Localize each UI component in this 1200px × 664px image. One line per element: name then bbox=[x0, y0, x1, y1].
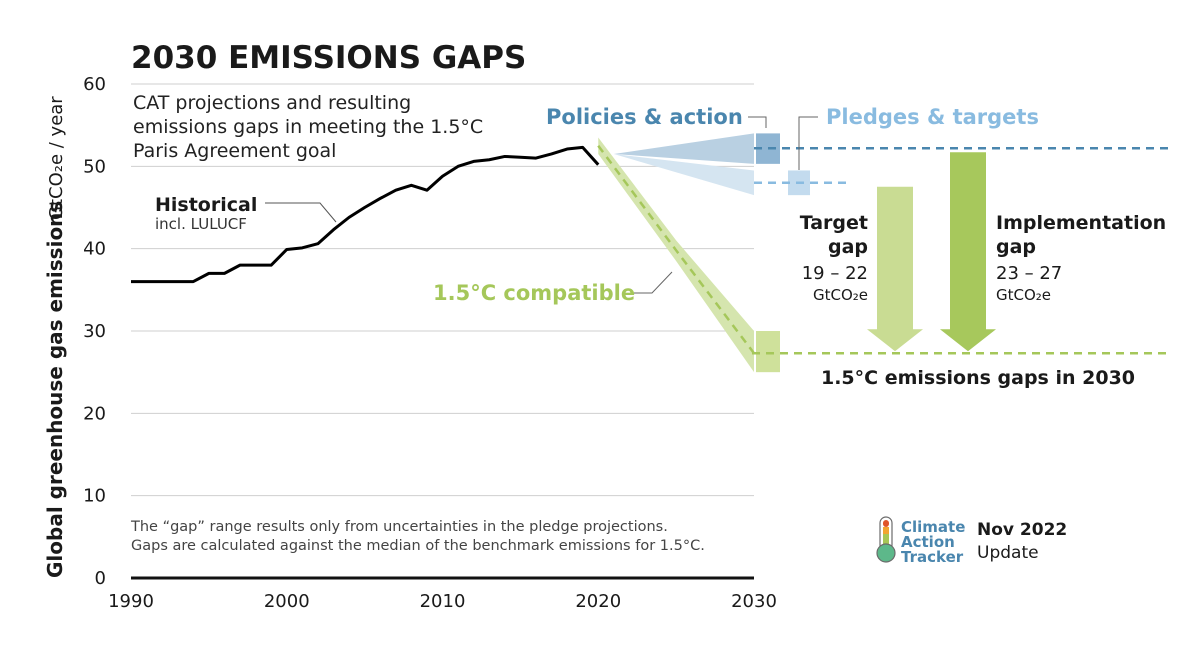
pledges-leader-line bbox=[798, 116, 818, 170]
grid-lines bbox=[131, 83, 754, 580]
y-tick-30: 30 bbox=[83, 321, 106, 342]
footnote-line-2: Gaps are calculated against the median o… bbox=[131, 538, 705, 554]
logo-line-2: Action bbox=[901, 533, 955, 551]
pledges-label: Pledges & targets bbox=[826, 105, 1039, 129]
compatible-leader-line bbox=[634, 271, 673, 294]
thermometer-icon bbox=[876, 516, 896, 563]
target-gap-label-2: gap bbox=[828, 236, 868, 258]
subtitle-line-1: CAT projections and resulting bbox=[133, 92, 411, 114]
logo-line-1: Climate bbox=[901, 518, 965, 536]
policies-label: Policies & action bbox=[546, 105, 743, 129]
target-gap-range: 19 – 22 bbox=[802, 263, 868, 284]
gap-arrows bbox=[867, 152, 996, 352]
historical-leader-line bbox=[265, 202, 337, 223]
x-tick-2010: 2010 bbox=[420, 591, 466, 612]
y-tick-0: 0 bbox=[95, 568, 106, 589]
implementation-gap-label-2: gap bbox=[996, 236, 1036, 258]
pledges-band bbox=[613, 153, 754, 196]
subtitle-line-2: emissions gaps in meeting the 1.5°C bbox=[133, 116, 483, 138]
historical-label: Historical bbox=[155, 194, 257, 216]
target-gap-unit: GtCO₂e bbox=[813, 286, 868, 304]
historical-sublabel: incl. LULUCF bbox=[155, 215, 247, 233]
update-label: Update bbox=[977, 543, 1039, 563]
y-axis-unit: GtCO₂e / year bbox=[46, 96, 67, 220]
subtitle-line-3: Paris Agreement goal bbox=[133, 140, 336, 162]
x-tick-2030: 2030 bbox=[731, 591, 777, 612]
y-tick-10: 10 bbox=[83, 486, 106, 507]
policies-leader-line bbox=[748, 116, 767, 128]
update-date: Nov 2022 bbox=[977, 520, 1067, 540]
footnote-line-1: The “gap” range results only from uncert… bbox=[130, 519, 668, 535]
implementation-gap-arrow bbox=[940, 152, 996, 352]
climate-action-tracker-logo: Climate Action Tracker bbox=[876, 516, 965, 566]
compatible-label: 1.5°C compatible bbox=[433, 281, 635, 305]
x-tick-1990: 1990 bbox=[108, 591, 154, 612]
policies-band bbox=[613, 133, 754, 164]
chart-title: 2030 EMISSIONS GAPS bbox=[131, 40, 526, 76]
x-tick-2020: 2020 bbox=[575, 591, 621, 612]
target-gap-label-1: Target bbox=[800, 212, 868, 234]
compatible-range-marker bbox=[756, 331, 780, 373]
target-gap-arrow bbox=[867, 186, 923, 352]
logo-line-3: Tracker bbox=[901, 548, 964, 566]
y-tick-60: 60 bbox=[83, 74, 106, 95]
gap-caption: 1.5°C emissions gaps in 2030 bbox=[821, 367, 1135, 389]
y-tick-50: 50 bbox=[83, 156, 106, 177]
y-tick-40: 40 bbox=[83, 239, 106, 260]
series-lines bbox=[131, 145, 1172, 355]
x-tick-2000: 2000 bbox=[264, 591, 310, 612]
implementation-gap-unit: GtCO₂e bbox=[996, 286, 1051, 304]
implementation-gap-range: 23 – 27 bbox=[996, 263, 1062, 284]
y-tick-20: 20 bbox=[83, 403, 106, 424]
historical-line bbox=[131, 145, 600, 284]
projection-bands bbox=[598, 133, 810, 373]
y-axis-label: Global greenhouse gas emissions bbox=[43, 201, 67, 578]
compatible-median-path bbox=[597, 145, 755, 354]
implementation-gap-label-1: Implementation bbox=[996, 212, 1166, 234]
